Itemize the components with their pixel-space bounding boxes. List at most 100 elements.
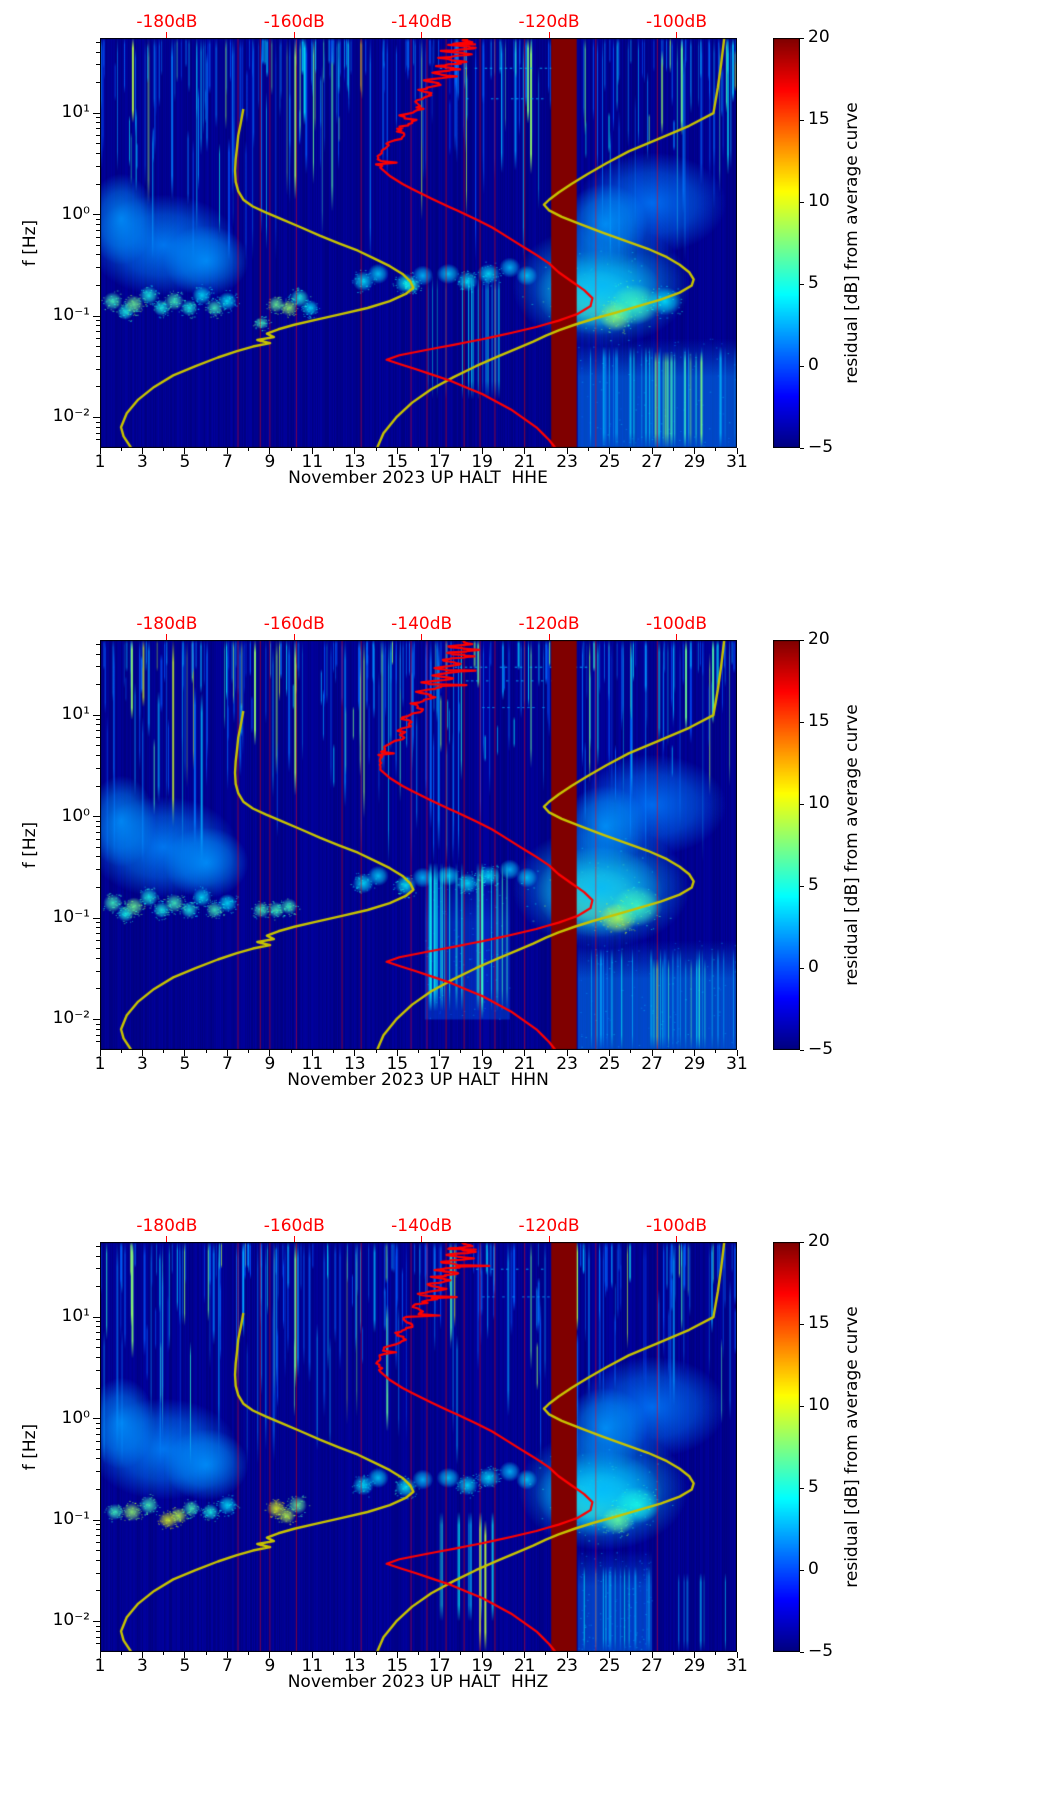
colorbar-tick-label: 0 xyxy=(808,1559,819,1579)
x-minor-tick-mark xyxy=(418,448,419,451)
x-minor-tick-mark xyxy=(502,448,504,451)
x-minor-tick-mark xyxy=(248,448,250,451)
x-axis-label: November 2023 UP HALT HHZ xyxy=(287,1672,549,1692)
spectrogram-heatmap xyxy=(100,640,737,1050)
y-minor-tick-mark xyxy=(96,1630,100,1632)
top-axis-tick-mark xyxy=(675,32,677,38)
y-tick-label: 10¹ xyxy=(61,1306,90,1327)
x-tick-label: 15 xyxy=(386,1054,409,1074)
x-tick-label: 9 xyxy=(264,452,276,472)
y-axis-label: f [Hz] xyxy=(20,821,40,869)
x-tick-label: 5 xyxy=(179,452,191,472)
y-minor-tick-mark xyxy=(96,421,100,423)
x-tick-label: 23 xyxy=(556,1054,578,1074)
x-tick-mark xyxy=(99,1050,101,1056)
x-minor-tick-mark xyxy=(630,448,632,451)
x-minor-tick-mark xyxy=(248,1652,250,1655)
top-axis-tick-mark xyxy=(548,634,550,640)
colorbar-tick-label: −5 xyxy=(808,1039,834,1059)
y-minor-tick-mark xyxy=(96,1255,100,1257)
y-minor-tick-mark xyxy=(96,1339,100,1341)
x-tick-label: 17 xyxy=(428,1054,451,1074)
x-tick-mark xyxy=(269,448,271,454)
top-axis-tick-mark xyxy=(421,1236,423,1242)
y-minor-tick-mark xyxy=(96,940,100,942)
x-tick-label: 25 xyxy=(598,1054,621,1074)
x-tick-label: 3 xyxy=(137,1656,148,1676)
y-minor-tick-mark xyxy=(96,643,100,645)
y-minor-tick-mark xyxy=(96,684,100,686)
x-tick-label: 31 xyxy=(726,452,748,472)
y-minor-tick-mark xyxy=(96,1559,100,1561)
colorbar-tick-mark xyxy=(800,1049,804,1051)
colorbar-tick-label: 0 xyxy=(808,355,819,375)
x-tick-label: 23 xyxy=(556,1656,578,1676)
x-minor-tick-mark xyxy=(248,1050,250,1053)
colorbar-tick-mark xyxy=(800,803,804,805)
colorbar-tick-mark xyxy=(800,967,804,969)
y-tick-label: 10⁻² xyxy=(52,1008,90,1029)
y-minor-tick-mark xyxy=(96,325,100,327)
y-minor-tick-mark xyxy=(96,785,100,787)
x-tick-mark xyxy=(524,448,526,454)
y-minor-tick-mark xyxy=(96,432,100,434)
y-minor-tick-mark xyxy=(96,223,100,225)
y-minor-tick-mark xyxy=(96,331,100,333)
y-minor-tick-mark xyxy=(96,724,100,726)
x-minor-tick-mark xyxy=(672,1652,674,1655)
colorbar-tick-mark xyxy=(800,283,804,285)
x-tick-mark xyxy=(226,1652,228,1658)
x-tick-mark xyxy=(184,1050,186,1056)
x-tick-mark xyxy=(481,1050,483,1056)
top-axis-tick-label: -180dB xyxy=(136,614,198,634)
x-minor-tick-mark xyxy=(460,1050,462,1053)
y-minor-tick-mark xyxy=(96,1422,100,1424)
x-minor-tick-mark xyxy=(715,448,717,451)
colorbar-tick-label: 5 xyxy=(808,273,819,293)
spectrogram-panel-hhn: f [Hz] November 2023 UP HALT HHN residua… xyxy=(0,602,1052,1204)
y-tick-mark xyxy=(93,112,100,114)
x-tick-mark xyxy=(269,1652,271,1658)
colorbar-tick-label: −5 xyxy=(808,1641,834,1661)
y-minor-tick-mark xyxy=(96,338,100,340)
x-minor-tick-mark xyxy=(290,448,292,451)
x-tick-mark xyxy=(311,1050,313,1056)
y-minor-tick-mark xyxy=(96,1326,100,1328)
y-minor-tick-mark xyxy=(96,152,100,154)
y-tick-mark xyxy=(93,1018,100,1020)
x-tick-label: 7 xyxy=(221,452,233,472)
x-tick-mark xyxy=(566,1652,568,1658)
y-minor-tick-mark xyxy=(96,1471,100,1473)
top-axis-tick-mark xyxy=(293,1236,295,1242)
y-minor-tick-mark xyxy=(96,820,100,822)
y-minor-tick-mark xyxy=(96,970,100,972)
x-minor-tick-mark xyxy=(502,1050,504,1053)
top-axis-tick-label: -180dB xyxy=(136,1216,198,1236)
x-tick-label: 15 xyxy=(386,452,409,472)
colorbar-tick-label: −5 xyxy=(808,437,834,457)
y-minor-tick-mark xyxy=(96,355,100,357)
y-minor-tick-mark xyxy=(96,1268,100,1270)
x-minor-tick-mark xyxy=(375,1050,377,1053)
colorbar-tick-label: 15 xyxy=(808,711,830,731)
x-tick-mark xyxy=(566,1050,568,1056)
top-axis-tick-label: -100dB xyxy=(645,614,708,634)
y-tick-label: 10¹ xyxy=(61,102,90,123)
y-minor-tick-mark xyxy=(96,957,100,959)
colorbar-label: residual [dB] from average curve xyxy=(842,704,862,986)
y-minor-tick-mark xyxy=(96,218,100,220)
y-minor-tick-mark xyxy=(96,730,100,732)
y-minor-tick-mark xyxy=(96,922,100,924)
x-minor-tick-mark xyxy=(545,1050,547,1053)
y-tick-label: 10⁰ xyxy=(61,1407,90,1428)
x-minor-tick-mark xyxy=(375,1652,377,1655)
y-minor-tick-mark xyxy=(96,1625,100,1627)
x-minor-tick-mark xyxy=(715,1652,717,1655)
y-tick-label: 10⁻¹ xyxy=(52,1509,90,1529)
x-tick-label: 3 xyxy=(137,1054,148,1074)
x-axis-label: November 2023 UP HALT HHE xyxy=(288,468,548,488)
x-tick-mark xyxy=(481,448,483,454)
colorbar-tick-mark xyxy=(800,1487,804,1489)
y-minor-tick-mark xyxy=(96,439,100,441)
